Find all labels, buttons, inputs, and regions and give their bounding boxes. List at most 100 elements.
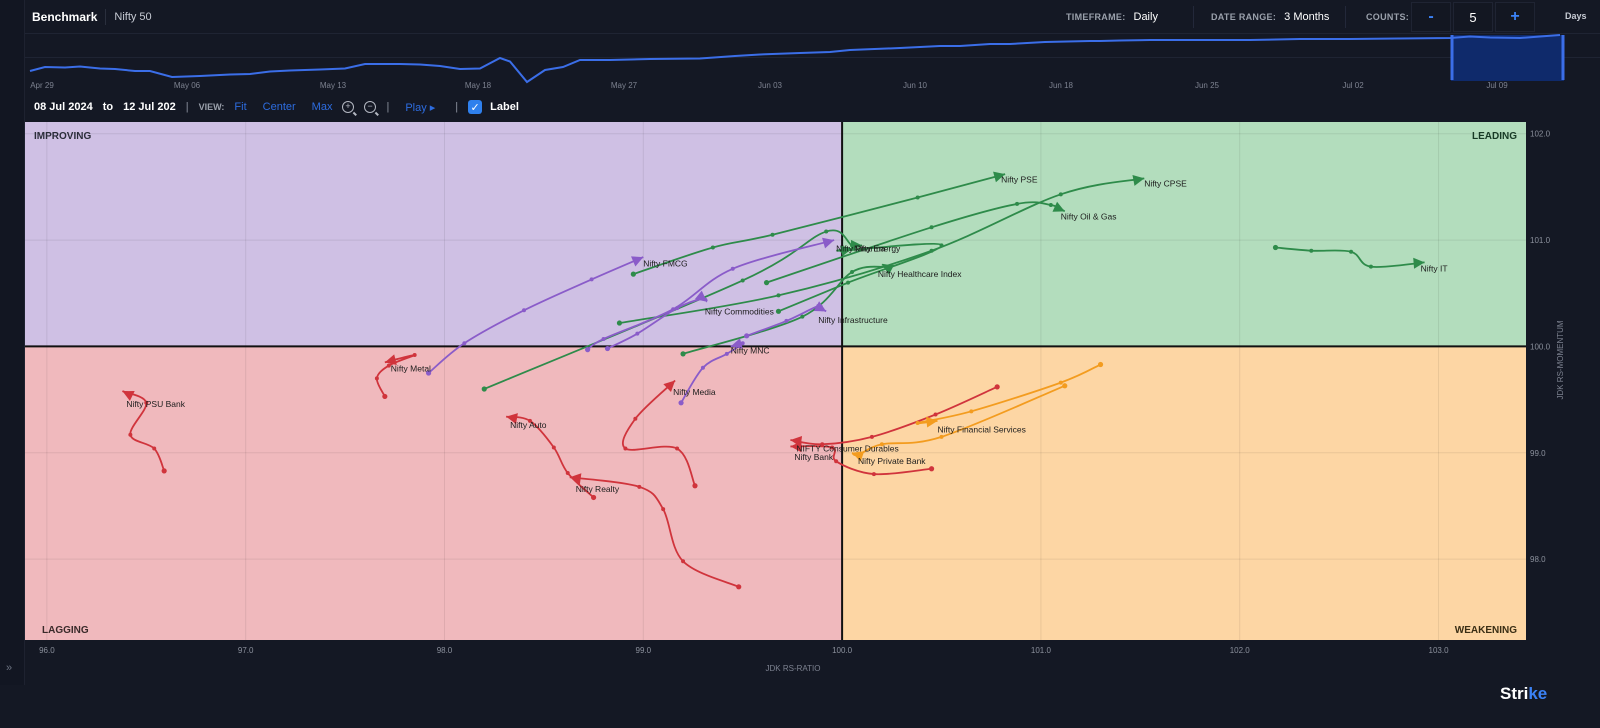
navigator-tick-label: Apr 29 — [30, 81, 54, 90]
series-label: Nifty Auto — [510, 420, 547, 430]
trail-nifty-pse[interactable] — [630, 171, 1006, 277]
expand-sidebar-icon[interactable]: » — [6, 662, 13, 674]
trail-nifty-cpse[interactable] — [616, 175, 1145, 326]
trail-head-arrow-icon — [822, 237, 835, 249]
top-bar: Benchmark Nifty 50 — [25, 0, 1600, 33]
divider — [105, 8, 107, 25]
series-label: Nifty Pharma — [836, 244, 885, 254]
trail-head-arrow-icon — [730, 338, 743, 349]
trail-nifty-commodities[interactable] — [604, 290, 708, 352]
quadrant-leading — [842, 122, 1526, 347]
trail-head-arrow-icon — [506, 413, 518, 424]
rrg-chart[interactable]: IMPROVING LEADING LAGGING WEAKENING Nifty P… — [0, 120, 1600, 680]
x-tick-label: 96.0 — [39, 646, 55, 655]
quadrant-lagging — [25, 346, 843, 640]
strike-logo: Strike — [1500, 684, 1548, 703]
trail-head-arrow-icon — [881, 264, 895, 275]
trail-nifty-pharma[interactable] — [775, 242, 944, 314]
trail-nifty-media[interactable] — [621, 379, 698, 489]
trail-head-arrow-icon — [926, 416, 938, 428]
view-max-button[interactable]: Max — [311, 101, 333, 113]
counts-decrement-button[interactable]: - — [1411, 2, 1451, 32]
counts-input[interactable]: 5 — [1453, 2, 1493, 32]
view-center-button[interactable]: Center — [262, 101, 296, 113]
navigator-tick-label: May 18 — [465, 81, 492, 90]
navigator-selection[interactable] — [1451, 35, 1564, 81]
quadrant-label-improving: IMPROVING — [34, 131, 91, 142]
play-button[interactable]: Play ▸ — [405, 101, 436, 114]
benchmark-select[interactable]: Nifty 50 — [114, 10, 152, 23]
counts-control: COUNTS: — [1366, 0, 1409, 33]
trail-nifty-psu-bank[interactable] — [122, 390, 167, 474]
trail-nifty-bank[interactable] — [790, 441, 935, 477]
navigator-tick-label: Jul 02 — [1342, 81, 1364, 90]
label-checkbox[interactable]: ✓ — [468, 100, 483, 114]
series-label: Nifty Infrastructure — [818, 315, 888, 325]
x-axis-title: JDK RS-RATIO — [766, 664, 821, 673]
trail-nifty-realty[interactable] — [569, 473, 742, 590]
trail-head-arrow-icon — [790, 441, 802, 453]
y-tick-label: 100.0 — [1530, 342, 1551, 351]
trail-head-arrow-icon — [122, 391, 135, 401]
trail-head-arrow-icon — [993, 171, 1006, 183]
series-label: Nifty FMCG — [643, 258, 687, 268]
view-label: VIEW: — [198, 102, 225, 112]
series-label: Nifty Private Bank — [858, 456, 926, 466]
navigator-tick-label: May 06 — [174, 81, 201, 90]
left-rail: » — [0, 0, 25, 685]
trail-head-arrow-icon — [631, 256, 644, 267]
end-date-input[interactable]: 12 Jul 202 — [123, 101, 176, 113]
trail-head-arrow-icon — [663, 380, 676, 393]
trail-nifty-metal[interactable] — [374, 352, 417, 400]
start-date-input[interactable]: 08 Jul 2024 — [34, 101, 93, 113]
navigator-tick-label: Jul 09 — [1486, 81, 1508, 90]
date-range-select[interactable]: 3 Months — [1284, 10, 1330, 23]
trail-head-arrow-icon — [850, 239, 862, 251]
trail-nifty-consumer-durables[interactable] — [790, 384, 1000, 447]
trail-head-arrow-icon — [1413, 257, 1425, 269]
counts-increment-button[interactable]: + — [1495, 2, 1535, 32]
to-label: to — [102, 101, 114, 113]
date-range-label: DATE RANGE: — [1211, 11, 1277, 22]
series-label: Nifty Bank — [794, 452, 833, 462]
x-tick-label: 100.0 — [832, 646, 853, 655]
navigator-tick-label: Jun 03 — [758, 81, 783, 90]
y-tick-label: 102.0 — [1530, 130, 1551, 139]
zoom-out-icon[interactable]: − — [364, 101, 377, 113]
series-label: Nifty Metal — [391, 364, 431, 374]
minus-icon: - — [1428, 8, 1434, 25]
counts-label: COUNTS: — [1366, 11, 1410, 22]
trail-nifty-mnc[interactable] — [678, 338, 745, 406]
navigator-tick-label: May 13 — [320, 81, 347, 90]
series-label: Nifty Healthcare Index — [878, 269, 962, 279]
y-tick-label: 101.0 — [1530, 236, 1551, 245]
navigator-tick-label: May 27 — [611, 81, 638, 90]
timeframe-select[interactable]: Daily — [1133, 10, 1158, 23]
center-axes — [25, 122, 1526, 640]
y-tick-label: 98.0 — [1530, 555, 1546, 564]
trail-head-arrow-icon — [384, 354, 397, 366]
trail-nifty-it[interactable] — [1272, 244, 1425, 269]
series-label: NIFTY Consumer Durables — [796, 443, 898, 453]
trail-head-arrow-icon — [1052, 201, 1065, 212]
trail-nifty-financial-services[interactable] — [915, 361, 1104, 428]
series-labels: Nifty PSE Nifty CPSE Nifty Oil & Gas Nifty … — [126, 174, 1447, 494]
benchmark-label: Benchmark — [32, 9, 98, 24]
trail-nifty-fmcg[interactable] — [425, 256, 644, 376]
trail-nifty-oil-gas[interactable] — [763, 201, 1066, 286]
series-label: Nifty Oil & Gas — [1061, 212, 1117, 222]
date-navigator[interactable]: Apr 29 May 06 May 13 May 18 May 27 Jun 03 Jun … — [25, 33, 1600, 93]
label-checkbox-label: Label — [490, 101, 519, 113]
x-tick-label: 101.0 — [1031, 646, 1052, 655]
trail-head-arrow-icon — [694, 290, 707, 302]
timeframe-label: TIMEFRAME: — [1066, 11, 1126, 22]
x-tick-label: 99.0 — [636, 646, 652, 655]
view-fit-button[interactable]: Fit — [234, 101, 247, 113]
trail-nifty-infrastructure[interactable] — [744, 301, 827, 339]
x-tick-label: 97.0 — [238, 646, 254, 655]
trail-nifty-private-bank[interactable] — [851, 383, 1068, 462]
zoom-in-icon[interactable]: + — [342, 101, 355, 113]
series-label: Nifty Financial Services — [938, 424, 1026, 434]
quadrant-label-leading: LEADING — [1472, 131, 1517, 142]
quadrant-backgrounds — [25, 122, 1526, 640]
